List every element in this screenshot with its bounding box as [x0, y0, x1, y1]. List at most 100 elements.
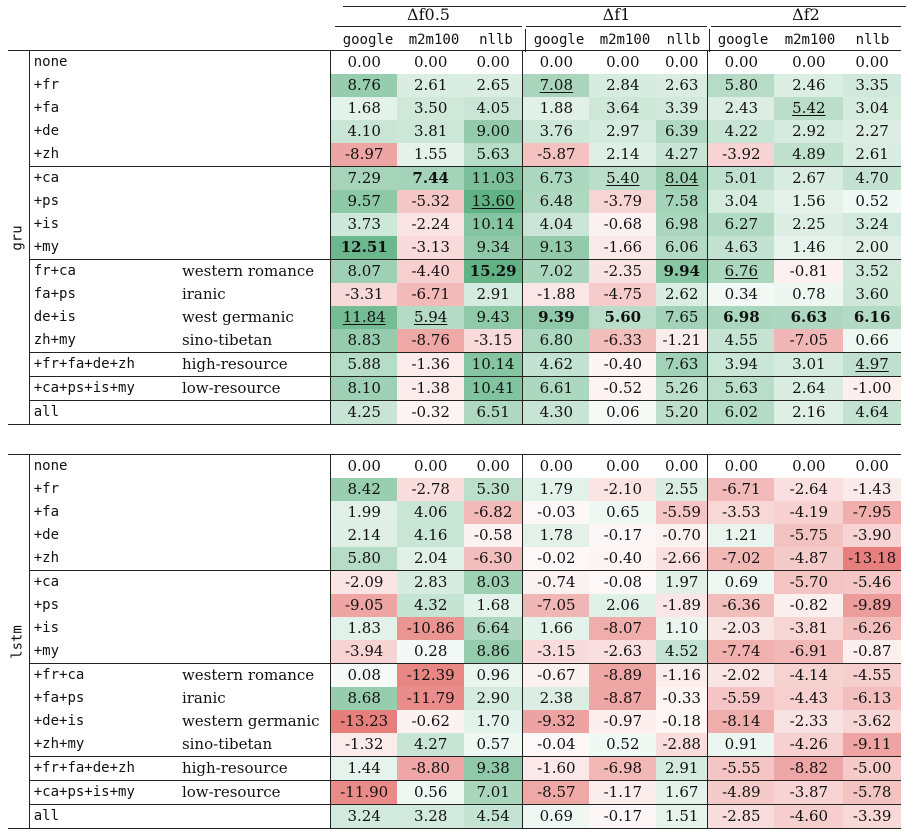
table-cell: 7.01 — [464, 780, 523, 805]
table-cell: 2.25 — [774, 213, 844, 236]
cell-value: 3.04 — [855, 99, 889, 117]
table-row: de+is west germanic 11.84 5.94 9.43 9.39 5.60 7… — [8, 306, 901, 329]
table-cell: 2.64 — [774, 376, 844, 401]
cell-value: 2.14 — [347, 526, 381, 544]
header-separator — [525, 29, 526, 52]
cell-value: 0.00 — [413, 457, 448, 475]
cell-value: 3.24 — [347, 807, 381, 825]
table-cell: 9.39 — [522, 306, 590, 329]
table-cell: 7.02 — [522, 259, 590, 283]
cell-value: 13.60 — [471, 192, 515, 210]
table-cell: 1.97 — [656, 570, 708, 594]
row-language-set: +zh — [28, 547, 182, 571]
table-cell: 1.10 — [656, 617, 708, 640]
table-cell: 12.51 — [330, 236, 398, 260]
cell-value: 2.91 — [476, 285, 510, 303]
table-cell: 0.52 — [589, 733, 657, 757]
table-cell: 4.16 — [397, 524, 465, 547]
header-system-google: google — [342, 32, 394, 48]
table-row: +fr+ca western romance 0.08 -12.39 0.96 -0.67… — [8, 663, 901, 687]
cell-value: 2.67 — [792, 169, 826, 187]
cell-value: 6.02 — [724, 403, 759, 421]
table-cell: -1.66 — [589, 236, 657, 260]
header-group-f05: Δf0.5 — [335, 4, 522, 27]
cell-value: -1.16 — [662, 666, 701, 684]
cell-value: -1.17 — [603, 783, 643, 801]
cell-value: 0.00 — [665, 53, 699, 71]
table-cell: 4.63 — [707, 236, 775, 260]
cell-value: -4.43 — [789, 689, 829, 707]
table-cell: -2.33 — [774, 710, 844, 733]
row-language-set: +fa+ps — [28, 687, 182, 710]
header-system-m2m100: m2m100 — [784, 32, 836, 48]
cell-value: 6.98 — [665, 215, 699, 233]
row-family — [181, 50, 331, 74]
cell-value: 0.00 — [347, 457, 381, 475]
cell-value: 5.40 — [606, 169, 640, 187]
table-cell: -11.90 — [330, 780, 398, 805]
table-cell: 8.83 — [330, 329, 398, 353]
cell-value: 7.08 — [539, 76, 574, 94]
header-system-nllb: nllb — [855, 32, 890, 48]
table-row: +is 3.73 -2.24 10.14 4.04 -0.68 6.98 6.27 2.25 3.… — [8, 213, 901, 236]
cell-value: -0.52 — [603, 379, 643, 397]
table-cell: 2.14 — [330, 524, 398, 547]
table-row: +ca+ps+is+my low-resource 8.10 -1.38 10.41 6.… — [8, 376, 901, 401]
table-row: +zh 5.80 2.04 -6.30 -0.02 -0.40 -2.66 -7.02 -4.8… — [8, 547, 901, 571]
header-separator — [709, 29, 710, 52]
cell-value: -9.32 — [537, 712, 576, 730]
table-cell: 3.94 — [707, 352, 775, 377]
cell-value: -7.05 — [789, 331, 829, 349]
cell-value: -10.86 — [406, 619, 455, 637]
row-family — [182, 640, 331, 664]
cell-value: 4.32 — [413, 596, 448, 614]
cell-value: 9.13 — [539, 238, 574, 256]
cell-value: 2.92 — [792, 122, 826, 140]
table-cell: -8.76 — [397, 329, 465, 353]
table-cell: 5.40 — [589, 166, 657, 190]
cell-value: -5.46 — [852, 573, 892, 591]
cell-value: 2.83 — [413, 573, 448, 591]
row-family — [181, 570, 331, 594]
table-cell: -6.71 — [397, 283, 465, 306]
cell-value: 4.27 — [413, 735, 448, 753]
cell-value: 0.06 — [606, 403, 640, 421]
table-cell: 5.88 — [330, 352, 398, 377]
table-cell: -2.35 — [589, 259, 657, 283]
cell-value: 0.28 — [413, 642, 448, 660]
cell-value: 9.94 — [663, 262, 700, 280]
row-language-set: +ca+ps+is+my — [28, 376, 182, 401]
cell-value: 9.38 — [476, 759, 510, 777]
cell-value: 0.52 — [606, 735, 640, 753]
table-row: +ca -2.09 2.83 8.03 -0.74 -0.08 1.97 0.69 -5.70 -… — [8, 570, 901, 594]
table-cell: -0.40 — [589, 547, 657, 571]
row-language-set: +my — [28, 640, 182, 664]
table-cell: 4.64 — [843, 400, 901, 425]
row-language-set: de+is — [28, 306, 182, 329]
table-cell: -6.98 — [589, 756, 657, 781]
cell-value: 1.55 — [413, 145, 448, 163]
cell-value: -2.78 — [411, 480, 450, 498]
table-cell: -9.11 — [843, 733, 901, 757]
table-cell: 2.55 — [656, 478, 708, 501]
table-cell: 4.27 — [397, 733, 465, 757]
row-language-set: +ca — [28, 166, 182, 190]
cell-value: -0.81 — [789, 262, 829, 280]
cell-value: 4.89 — [792, 145, 826, 163]
table-cell: -8.82 — [774, 756, 844, 781]
cell-value: -5.00 — [852, 759, 892, 777]
table-cell: 0.00 — [774, 454, 844, 478]
cell-value: -6.26 — [852, 619, 892, 637]
row-language-set: all — [28, 400, 182, 425]
row-language-set: +ca+ps+is+my — [28, 780, 182, 805]
row-language-set: +fa — [28, 501, 182, 524]
cell-value: 0.00 — [539, 53, 574, 71]
table-row: +is 1.83 -10.86 6.64 1.66 -8.07 1.10 -2.03 -3.81… — [8, 617, 901, 640]
cell-value: 8.86 — [476, 642, 510, 660]
cell-value: 7.65 — [665, 308, 699, 326]
cell-value: 5.80 — [347, 549, 381, 567]
table-cell: 2.91 — [656, 756, 708, 781]
table-cell: 0.00 — [707, 454, 775, 478]
cell-value: -5.59 — [722, 689, 761, 707]
cell-value: 7.01 — [476, 783, 510, 801]
